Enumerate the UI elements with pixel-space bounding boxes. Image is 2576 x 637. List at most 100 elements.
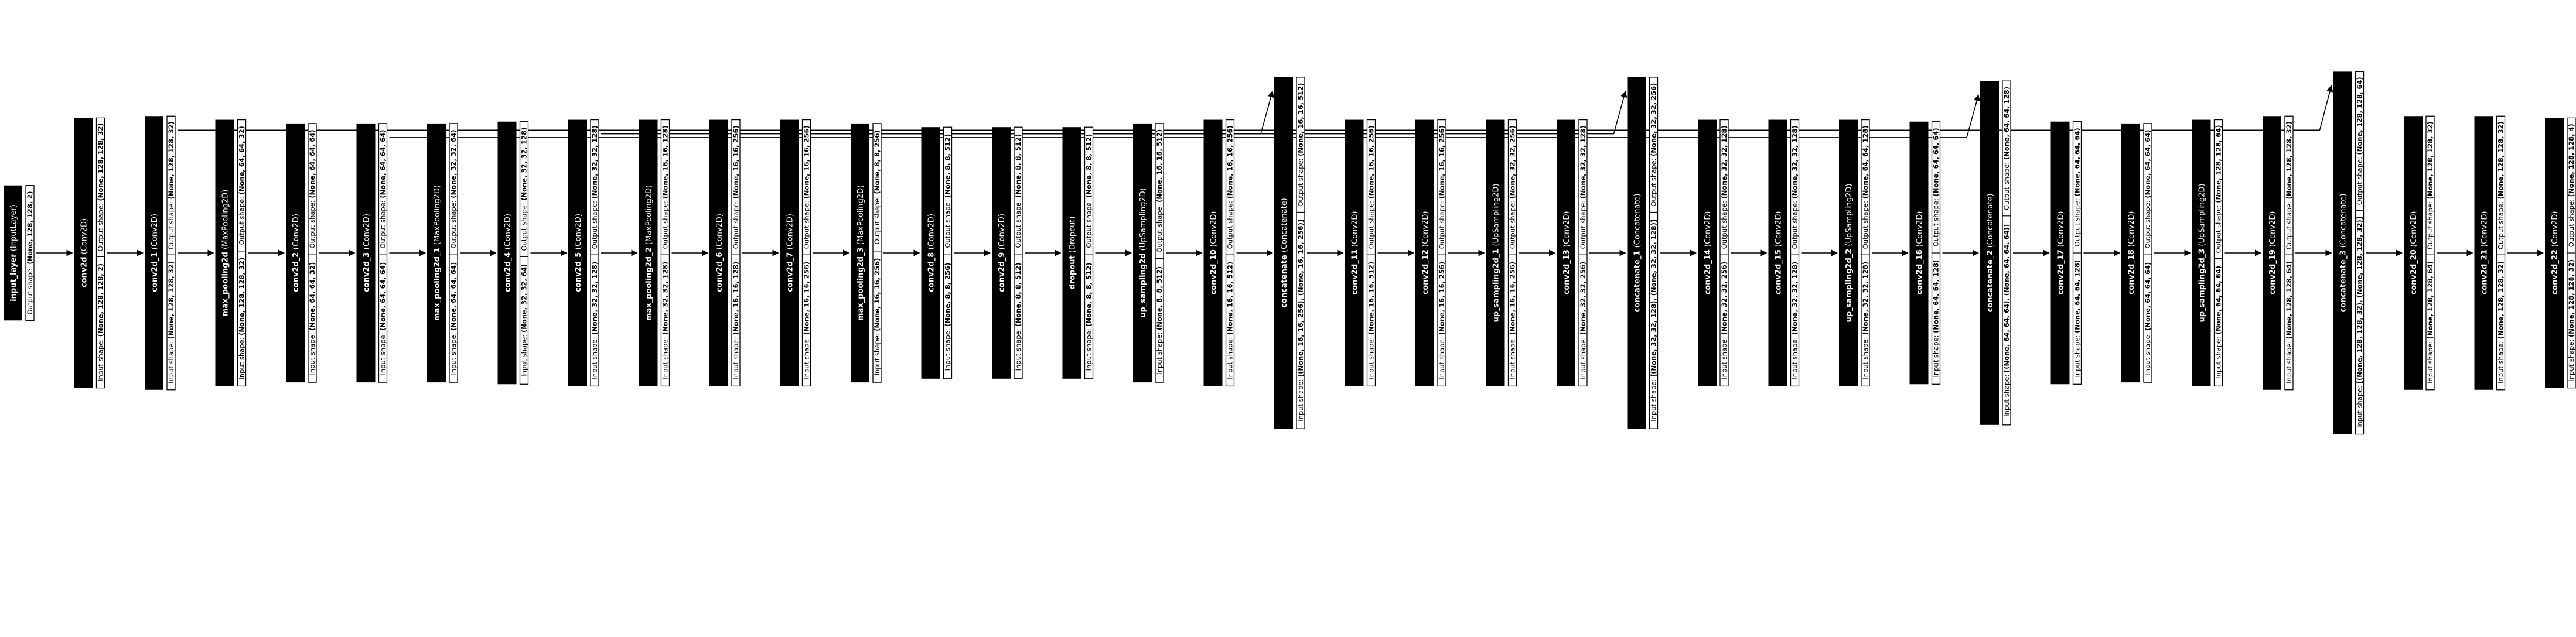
output-shape: Output shape: (None, 64, 64, 64) — [2073, 128, 2082, 246]
layer-label-cell — [1839, 119, 1858, 386]
layer-type: Conv2D — [80, 221, 89, 251]
input-shape-value: (None, 128, 128, 32) — [2567, 259, 2575, 337]
output-shape-value: (None, 128, 128, 32) — [167, 121, 175, 199]
layer-name: conv2d_9 — [998, 252, 1006, 292]
layer-label-cell — [2333, 71, 2352, 434]
output-shape-value: (None, 32, 32, 128) — [1579, 125, 1587, 198]
layer-node-conv2d_18: conv2d_18 (Conv2D) Output shape: (None, 6… — [2121, 123, 2152, 383]
layer-label: conv2d_16 (Conv2D) — [1916, 211, 1925, 295]
output-shape-value: (None, 32, 32, 128) — [520, 128, 528, 201]
layer-shape-cell — [1790, 119, 1800, 387]
output-shape-value: (None, 64, 64, 32) — [238, 126, 246, 194]
output-shape-value: (None, 16, 16, 256) — [1367, 125, 1376, 198]
input-shape: Input shape: [(None, 32, 32, 128), (None… — [1650, 220, 1658, 422]
layer-label-cell — [497, 121, 517, 385]
layer-shape-cell — [2213, 119, 2223, 387]
layer-type: Conv2D — [574, 217, 583, 246]
input-shape-value: [(None, 32, 32, 128), (None, 32, 32, 128… — [1650, 220, 1658, 377]
output-shape-value: (None, 32, 32, 256) — [1650, 83, 1658, 156]
layer-label-cell — [1133, 123, 1152, 383]
layer-label: conv2d_14 (Conv2D) — [1704, 211, 1712, 295]
layer-label-cell — [2121, 123, 2140, 383]
layer-shape-cell — [1719, 119, 1729, 387]
layer-name: conv2d_11 — [1351, 249, 1360, 294]
input-shape: Input shape: (None, 64, 64, 64) — [449, 262, 458, 375]
layer-type: UpSampling2D — [1139, 191, 1148, 248]
input-shape: Input shape: (None, 8, 8, 512) — [1014, 263, 1022, 371]
layer-label: conv2d_22 (Conv2D) — [2551, 211, 2560, 295]
layer-type: Conv2D — [1916, 214, 1925, 244]
output-shape: Output shape: (None, 16, 16, 128) — [661, 125, 670, 249]
output-shape: Output shape: (None, 128, 128, 32) — [167, 121, 175, 249]
layer-node-concatenate: concatenate (Concatenate) Output shape: (… — [1274, 77, 1305, 429]
layer-shape-cell — [2355, 71, 2365, 435]
layer-name: conv2d_18 — [2127, 249, 2136, 294]
output-shape-value: (None, 128, 128, 32) — [2426, 121, 2434, 199]
input-shape: Input shape: (None, 16, 16, 256) — [873, 258, 881, 376]
layer-type: UpSampling2D — [2198, 187, 2207, 244]
layer-shape-cell — [1861, 119, 1870, 387]
input-shape: Input shape: (None, 16, 16, 256) — [1438, 262, 1446, 379]
output-shape-value: (None, 64, 64, 64) — [2144, 130, 2152, 198]
output-shape: Output shape: (None, 16, 16, 256) — [803, 125, 811, 249]
layer-label: dropout (Dropout) — [1069, 216, 1077, 289]
layer-shape-cell — [449, 123, 458, 383]
layer-label-cell — [215, 119, 234, 386]
output-shape-value: (None, 16, 16, 512) — [1296, 83, 1305, 156]
layer-label: conv2d_8 (Conv2D) — [927, 214, 936, 292]
layer-name: conv2d_22 — [2551, 249, 2560, 294]
layer-type: Conv2D — [1421, 214, 1430, 244]
layer-label-cell — [992, 127, 1011, 379]
output-shape: Output shape: (None, 32, 32, 256) — [1650, 83, 1658, 207]
output-shape: Output shape: (None, 128, 128, 32) — [2426, 121, 2434, 249]
layer-node-conv2d_21: conv2d_21 (Conv2D) Output shape: (None, 1… — [2474, 115, 2506, 391]
layer-label: max_pooling2d (MaxPooling2D) — [221, 190, 230, 317]
layer-node-conv2d_2: conv2d_2 (Conv2D) Output shape: (None, 64… — [286, 123, 317, 383]
layer-shape-cell — [590, 119, 599, 387]
output-shape-value: (None, 128, 128, 32) — [2497, 121, 2505, 199]
layer-name: conv2d_12 — [1421, 249, 1430, 294]
layer-label: conv2d_5 (Conv2D) — [574, 214, 583, 292]
layer-shape-cell — [1366, 119, 1376, 387]
layer-type: Conv2D — [998, 217, 1006, 246]
layer-node-conv2d_17: conv2d_17 (Conv2D) Output shape: (None, 6… — [2050, 121, 2082, 385]
layer-label: conv2d_17 (Conv2D) — [2057, 211, 2066, 295]
layer-name: conv2d_13 — [1562, 249, 1571, 294]
output-shape: Output shape: (None, 64, 64, 128) — [1861, 125, 1869, 249]
layer-label: concatenate_2 (Concatenate) — [1986, 193, 1995, 312]
layer-label-cell — [1203, 119, 1223, 386]
layer-type: Concatenate — [2339, 197, 2348, 245]
layer-label: concatenate_3 (Concatenate) — [2339, 193, 2348, 312]
input-shape-value: (None, 16, 16, 256) — [803, 262, 811, 335]
input-shape-value: (None, 32, 32, 128) — [1791, 262, 1799, 335]
output-shape-value: (None, 128, 128, 32) — [2285, 121, 2293, 199]
layer-name: input_layer — [9, 254, 18, 302]
layer-type: Conv2D — [151, 217, 159, 246]
output-shape: Output shape: (None, 128, 128, 32) — [97, 123, 105, 251]
layer-name: concatenate_3 — [2339, 251, 2348, 313]
input-shape-value: (None, 8, 8, 512) — [1014, 263, 1022, 327]
layer-shape-cell — [2002, 80, 2011, 426]
output-shape: Output shape: (None, 64, 64, 32) — [238, 126, 246, 245]
input-shape: Input shape: (None, 32, 32, 256) — [1720, 262, 1728, 379]
output-shape-value: (None, 8, 8, 512) — [1085, 134, 1093, 198]
skip-edge-conv2d_3-to-concatenate_2 — [389, 94, 1980, 138]
input-shape-value: (None, 64, 64, 128) — [2073, 260, 2082, 333]
layer-shape-cell — [1084, 126, 1094, 379]
layer-name: conv2d_8 — [927, 252, 936, 292]
layer-label-cell — [780, 119, 799, 386]
layer-label-cell — [1557, 119, 1575, 386]
layer-type: InputLayer — [9, 207, 18, 249]
output-shape: Output shape: (None, 32, 32, 128) — [520, 128, 528, 251]
layer-shape-cell — [519, 121, 529, 385]
input-shape: Input shape: (None, 32, 32, 128) — [591, 262, 599, 379]
output-shape: Output shape: (None, 64, 64, 64) — [1932, 128, 1940, 246]
input-shape-value: (None, 16, 16, 512) — [1226, 262, 1234, 335]
output-shape-value: (None, 32, 32, 128) — [591, 125, 599, 198]
output-shape-value: (None, 16, 16, 512) — [1155, 129, 1164, 203]
layer-shape-cell — [2425, 115, 2435, 391]
layer-label-cell — [851, 123, 869, 383]
layer-node-conv2d_16: conv2d_16 (Conv2D) Output shape: (None, 6… — [1909, 121, 1941, 385]
input-shape: Input shape: (None, 64, 64, 128) — [1932, 260, 1940, 378]
